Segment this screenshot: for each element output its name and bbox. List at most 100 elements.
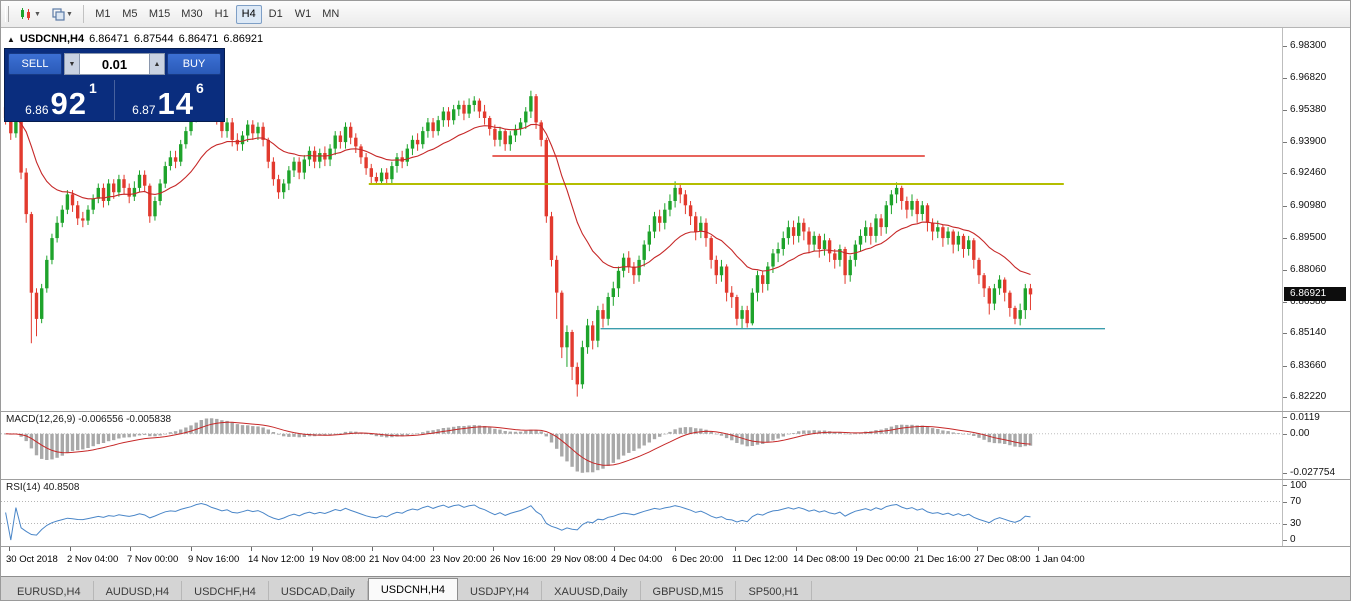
time-axis-label: 29 Nov 08:00: [551, 554, 608, 565]
price-axis-label: 6.88060: [1290, 264, 1327, 275]
price-tick: [1283, 142, 1287, 143]
time-tick: [130, 547, 131, 551]
rsi-scale[interactable]: 100 70 30 0: [1282, 480, 1350, 547]
main-chart-canvas[interactable]: [1, 28, 1284, 411]
chart-tab-eurusd-h4[interactable]: EURUSD,H4: [5, 581, 94, 600]
toolbar-separator: [82, 5, 84, 23]
rsi-panel: RSI(14) 40.8508: [1, 480, 1284, 546]
timeframe-d1[interactable]: D1: [268, 8, 283, 20]
volume-input[interactable]: [80, 53, 149, 75]
time-tick: [251, 547, 252, 551]
buy-price-prefix: 6.87: [132, 103, 156, 117]
chart-tab-usdcnh-h4[interactable]: USDCNH,H4: [367, 578, 459, 600]
macd-tick: [1283, 434, 1287, 435]
buy-button[interactable]: BUY: [167, 53, 221, 75]
price-axis-label: 6.82220: [1290, 391, 1327, 402]
price-axis-label: 6.92460: [1290, 167, 1327, 178]
time-axis-label: 21 Dec 16:00: [914, 554, 971, 565]
rsi-canvas[interactable]: [1, 480, 1284, 546]
price-divider: [114, 80, 115, 120]
chart-tab-gbpusd-m15[interactable]: GBPUSD,M15: [641, 581, 737, 600]
price-tick: [1283, 333, 1287, 334]
time-axis-label: 14 Nov 12:00: [248, 554, 305, 565]
time-tick: [191, 547, 192, 551]
time-axis-label: 30 Oct 2018: [6, 554, 58, 565]
time-tick: [796, 547, 797, 551]
time-tick: [614, 547, 615, 551]
time-axis[interactable]: 30 Oct 2018 2 Nov 04:00 7 Nov 00:00 9 Nov 1…: [1, 547, 1284, 576]
buy-price-pips: 14: [157, 86, 195, 121]
rsi-axis-label: 100: [1290, 480, 1307, 491]
chart-tab-bar: EURUSD,H4 AUDUSD,H4 USDCHF,H4 USDCAD,Daily U…: [1, 576, 1350, 600]
panel-divider: [1, 546, 1350, 547]
rsi-tick: [1283, 485, 1287, 486]
chart-type-button[interactable]: ▼: [15, 4, 45, 24]
price-axis-label: 6.93900: [1290, 136, 1327, 147]
time-axis-label: 2 Nov 04:00: [67, 554, 119, 565]
macd-label: MACD(12,26,9) -0.006556 -0.005838: [6, 414, 172, 425]
volume-decrease-icon[interactable]: ▼: [64, 53, 80, 75]
time-tick: [675, 547, 676, 551]
time-axis-label: 23 Nov 20:00: [430, 554, 487, 565]
panel-divider: [1, 479, 1350, 480]
chart-tab-audusd-h4[interactable]: AUDUSD,H4: [94, 581, 183, 600]
macd-axis-label: 0.00: [1290, 428, 1310, 439]
toolbar-grip-handle[interactable]: [5, 6, 9, 22]
rsi-tick: [1283, 540, 1287, 541]
rsi-axis-label: 0: [1290, 534, 1296, 545]
time-axis-label: 4 Dec 04:00: [611, 554, 663, 565]
time-axis-label: 14 Dec 08:00: [793, 554, 850, 565]
time-axis-label: 6 Dec 20:00: [672, 554, 724, 565]
timeframe-w1[interactable]: W1: [294, 8, 312, 20]
volume-control: ▼ ▲: [64, 53, 165, 75]
time-axis-label: 26 Nov 16:00: [490, 554, 547, 565]
macd-axis-label: -0.027754: [1290, 467, 1336, 478]
rsi-axis-label: 70: [1290, 496, 1302, 507]
price-scale[interactable]: 6.98300 6.96820 6.95380 6.93900 6.92460 6.909…: [1282, 28, 1350, 411]
time-tick: [917, 547, 918, 551]
timeframe-m1[interactable]: M1: [95, 8, 111, 20]
time-axis-label: 1 Jan 04:00: [1035, 554, 1085, 565]
chart-tab-sp500-h1[interactable]: SP500,H1: [736, 581, 812, 600]
time-axis-label: 9 Nov 16:00: [188, 554, 240, 565]
timeframe-m15[interactable]: M15: [148, 8, 171, 20]
macd-canvas[interactable]: [1, 412, 1284, 479]
price-tick: [1283, 238, 1287, 239]
layers-icon: [51, 7, 65, 21]
timeframe-h1[interactable]: H1: [214, 8, 229, 20]
current-price-badge: 6.86921: [1284, 287, 1346, 301]
timeframe-mn[interactable]: MN: [322, 8, 340, 20]
macd-scale[interactable]: 0.0119 0.00 -0.027754: [1282, 412, 1350, 479]
time-tick: [9, 547, 10, 551]
sell-price-prefix: 6.86: [25, 103, 49, 117]
indicators-button[interactable]: ▼: [47, 4, 77, 24]
timeframe-h4[interactable]: H4: [235, 4, 262, 24]
main-chart-panel: ▲ USDCNH,H4 6.86471 6.87544 6.86471 6.86…: [1, 28, 1284, 411]
time-axis-label: 21 Nov 04:00: [369, 554, 426, 565]
price-tick: [1283, 46, 1287, 47]
rsi-tick: [1283, 502, 1287, 503]
price-tick: [1283, 302, 1287, 303]
time-tick: [433, 547, 434, 551]
chart-tab-usdchf-h4[interactable]: USDCHF,H4: [182, 581, 269, 600]
time-tick: [312, 547, 313, 551]
low-value: 6.86471: [178, 33, 219, 45]
rsi-axis-label: 30: [1290, 518, 1302, 529]
volume-increase-icon[interactable]: ▲: [149, 53, 165, 75]
one-click-panel-toggle-icon[interactable]: ▲: [7, 34, 15, 44]
time-tick: [372, 547, 373, 551]
price-axis-label: 6.83660: [1290, 360, 1327, 371]
price-axis-label: 6.96820: [1290, 72, 1327, 83]
time-axis-label: 19 Dec 00:00: [853, 554, 910, 565]
time-axis-label: 11 Dec 12:00: [732, 554, 788, 565]
price-tick: [1283, 110, 1287, 111]
macd-panel: MACD(12,26,9) -0.006556 -0.005838: [1, 412, 1284, 479]
close-value: 6.86921: [223, 33, 264, 45]
sell-button[interactable]: SELL: [8, 53, 62, 75]
timeframe-m30[interactable]: M30: [181, 8, 203, 20]
timeframe-m5[interactable]: M5: [122, 8, 138, 20]
chart-tab-usdjpy-h4[interactable]: USDJPY,H4: [458, 581, 543, 600]
chart-tab-usdcad-daily[interactable]: USDCAD,Daily: [269, 581, 368, 600]
chart-tab-xauusd-daily[interactable]: XAUUSD,Daily: [542, 581, 641, 600]
